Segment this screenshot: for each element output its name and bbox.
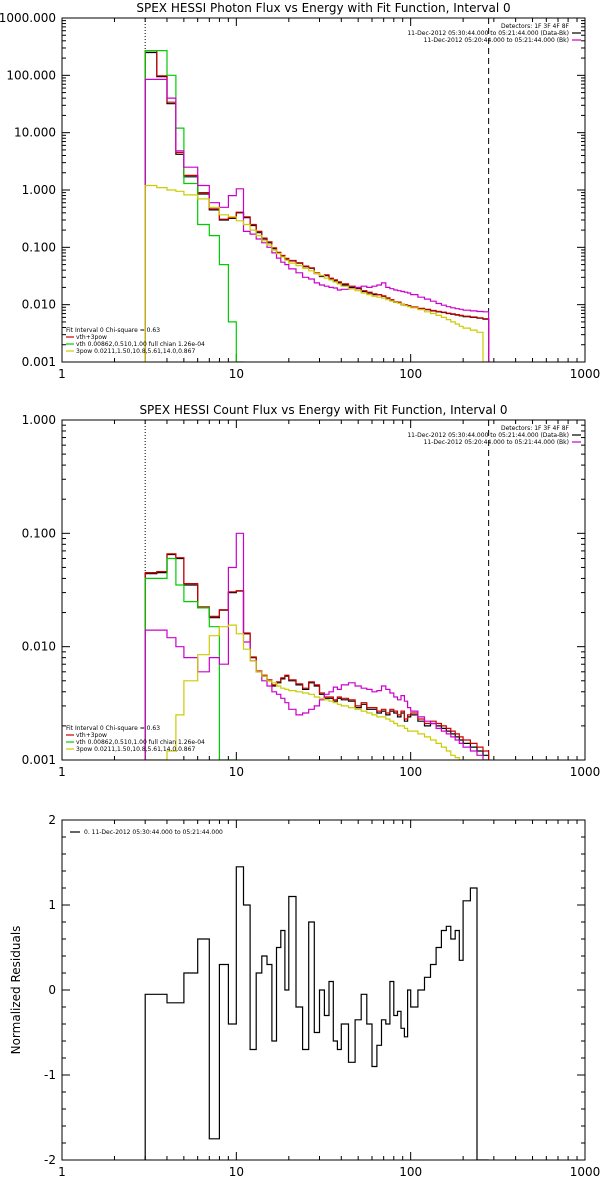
series-line-4 [144, 78, 490, 362]
y-axis-label: Normalized Residuals [9, 926, 23, 1055]
x-tick-label: 100 [399, 765, 422, 779]
series-line-5 [144, 184, 489, 362]
series-line-4 [144, 532, 489, 760]
x-tick-label: 1 [58, 367, 66, 381]
chart-title: SPEX HESSI Count Flux vs Energy with Fit… [139, 403, 507, 417]
fit-text: vth+3pow [76, 732, 107, 739]
chart-panel-3: 1 10 100 1000 -2 -1 0 1 2 Normalized Residuals 0. … [9, 813, 600, 1179]
plot-frame [61, 819, 586, 1161]
y-tick-label: 10.000 [14, 126, 56, 140]
series-line-2 [144, 50, 490, 362]
y-tick-label: 2 [48, 813, 56, 827]
fit-text: Fit Interval 0 Chi-square = 0.63 [66, 725, 160, 732]
plot-frame [61, 419, 586, 761]
info-text: 11-Dec-2012 05:20:44.000 to 05:21:44.000… [424, 37, 569, 44]
info-text: 11-Dec-2012 05:30:44.000 to 05:21:44.000… [407, 432, 569, 439]
y-tick-label: -1 [44, 1068, 56, 1082]
y-tick-label: 0.001 [22, 355, 56, 369]
y-tick-label: 0.100 [22, 240, 56, 254]
x-tick-label: 100 [399, 1165, 422, 1179]
fit-text: vth 0.00862,0.510,1.00 full chian 1.26e-… [76, 739, 205, 746]
chart-panel-1: SPEX HESSI Photon Flux vs Energy with Fi… [0, 1, 600, 381]
y-tick-label: 0.010 [22, 298, 56, 312]
series-line-5 [145, 624, 489, 760]
plot-frame [61, 17, 586, 363]
y-tick-label: 1 [48, 898, 56, 912]
fit-text: 3pow 0.0211,1.50,10.8,5.61,14.0,0.867 [76, 348, 195, 355]
y-tick-label: 1.000 [22, 183, 56, 197]
fit-text: 3pow 0.0211,1.50,10.8,5.61,14.0,0.867 [76, 746, 195, 753]
y-tick-label: 0 [48, 983, 56, 997]
x-tick-label: 1 [58, 765, 66, 779]
x-tick-label: 1000 [570, 367, 600, 381]
x-tick-label: 10 [229, 367, 244, 381]
chart-panel-2: SPEX HESSI Count Flux vs Energy with Fit… [22, 403, 600, 779]
info-text: Detectors: 1F 3F 4F 8F [501, 23, 570, 30]
series-line-1 [144, 866, 489, 1160]
series-line-2 [144, 553, 490, 760]
y-tick-label: 100.000 [6, 68, 56, 82]
y-tick-label: 0.001 [22, 753, 56, 767]
y-tick-label: 1.000 [22, 413, 56, 427]
fit-text: Fit Interval 0 Chi-square = 0.63 [66, 327, 160, 334]
x-tick-label: 1000 [570, 1165, 600, 1179]
y-tick-label: -2 [44, 1153, 56, 1167]
x-tick-label: 10 [229, 765, 244, 779]
info-text: Detectors: 1F 3F 4F 8F [501, 425, 570, 432]
x-tick-label: 1 [58, 1165, 66, 1179]
x-tick-label: 100 [399, 367, 422, 381]
y-tick-label: 0.010 [22, 640, 56, 654]
legend-text: 0. 11-Dec-2012 05:30:44.000 to 05:21:44.… [84, 829, 223, 836]
chart-title: SPEX HESSI Photon Flux vs Energy with Fi… [136, 1, 510, 15]
y-tick-label: 1000.000 [0, 11, 56, 25]
info-text: 11-Dec-2012 05:30:44.000 to 05:21:44.000… [407, 30, 569, 37]
y-tick-label: 0.100 [22, 526, 56, 540]
fit-text: vth+3pow [76, 334, 107, 341]
series-line-3 [144, 50, 244, 362]
x-tick-label: 10 [229, 1165, 244, 1179]
info-text: 11-Dec-2012 05:20:44.000 to 05:21:44.000… [424, 439, 569, 446]
x-tick-label: 1000 [570, 765, 600, 779]
series-line-3 [144, 557, 237, 760]
fit-text: vth 0.00862,0.510,1.00 full chian 1.26e-… [76, 341, 205, 348]
